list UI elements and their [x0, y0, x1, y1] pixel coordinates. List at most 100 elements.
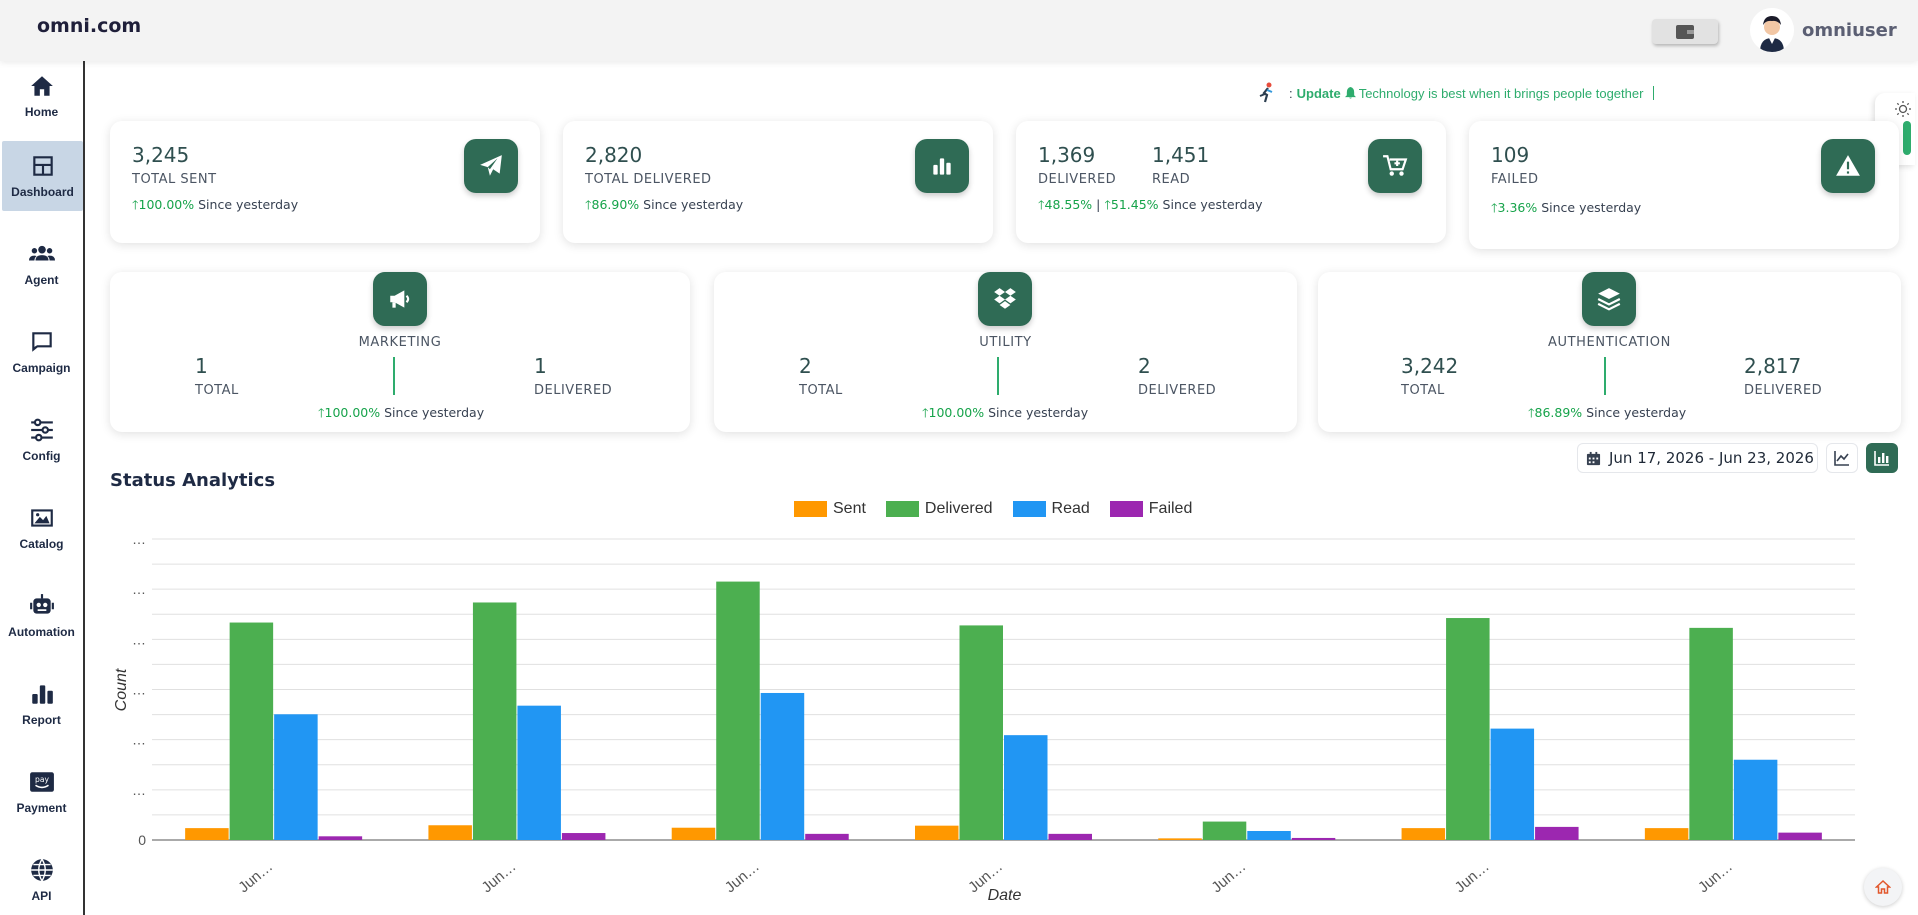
- category-card-utility: UTILITY 2 TOTAL 2 DELIVERED 🡑100.00% Sin…: [714, 272, 1297, 432]
- sidebar-item-home[interactable]: Home: [0, 61, 83, 131]
- wallet-icon: [1676, 24, 1694, 39]
- kpi-change: 🡑86.90% Since yesterday: [585, 197, 744, 212]
- y-tick-label: …: [132, 782, 146, 798]
- robot-icon: [29, 594, 54, 614]
- legend-swatch: [1012, 501, 1046, 517]
- bar-failed: [805, 833, 849, 840]
- legend-item-read[interactable]: Read: [1012, 500, 1090, 518]
- category-change: 🡑100.00% Since yesterday: [318, 405, 485, 420]
- svg-text:pay: pay: [35, 775, 49, 784]
- home-icon: [1875, 879, 1891, 894]
- home-fab-button[interactable]: [1864, 868, 1902, 906]
- category-divider: [1604, 357, 1606, 395]
- bell-icon: [1344, 87, 1356, 99]
- sidebar-item-automation[interactable]: Automation: [0, 581, 83, 651]
- ticker-prefix: :: [1289, 85, 1293, 101]
- ticker-text: Technology is best when it brings people…: [1358, 85, 1644, 101]
- sidebar-item-campaign[interactable]: Campaign: [0, 317, 83, 387]
- category-total-label: TOTAL: [195, 383, 239, 398]
- category-card-authentication: AUTHENTICATION 3,242 TOTAL 2,817 DELIVER…: [1318, 272, 1901, 432]
- kpi-read-value: 1,451: [1152, 143, 1210, 167]
- legend-item-sent[interactable]: Sent: [794, 500, 866, 518]
- bar-chart-icon: [31, 685, 53, 704]
- update-ticker: : Update Technology is best when it brin…: [1255, 80, 1655, 106]
- sidebar-item-api[interactable]: API: [0, 845, 83, 915]
- category-delivered-value: 1: [534, 354, 547, 378]
- legend-item-failed[interactable]: Failed: [1109, 500, 1192, 518]
- bar-delivered: [1689, 627, 1733, 840]
- sidebar-item-catalog[interactable]: Catalog: [0, 493, 83, 563]
- kpi-value: 109: [1491, 143, 1530, 167]
- date-range-picker[interactable]: Jun 17, 2026 - Jun 23, 2026: [1577, 443, 1818, 473]
- x-tick-label: Jun…: [1452, 858, 1493, 896]
- legend-swatch: [794, 501, 827, 517]
- sidebar-item-label: Payment: [16, 801, 67, 815]
- kpi-label: TOTAL DELIVERED: [585, 172, 712, 187]
- username[interactable]: omniuser: [1802, 20, 1897, 41]
- section-title: Status Analytics: [110, 470, 276, 491]
- bar-failed: [1291, 837, 1336, 840]
- bar-sent: [185, 828, 229, 840]
- sidebar-item-label: Catalog: [19, 537, 64, 551]
- sidebar-item-report[interactable]: Report: [0, 669, 83, 739]
- category-icon-box: [978, 272, 1032, 326]
- pay-icon: pay: [29, 772, 54, 792]
- kpi-icon-box: [464, 139, 518, 193]
- category-card-marketing: MARKETING 1 TOTAL 1 DELIVERED 🡑100.00% S…: [110, 272, 690, 432]
- bar-chart-toggle-button[interactable]: [1866, 443, 1898, 473]
- home-icon: [30, 76, 53, 96]
- line-chart-toggle-button[interactable]: [1826, 443, 1858, 473]
- sidebar-item-label: Campaign: [12, 361, 71, 375]
- dropbox-icon: [994, 288, 1016, 309]
- category-total-label: TOTAL: [799, 383, 843, 398]
- brand-logo[interactable]: omni.com: [37, 15, 142, 37]
- bar-delivered: [959, 625, 1003, 840]
- bar-read: [1733, 759, 1778, 840]
- x-axis-label: Date: [988, 887, 1022, 904]
- category-delivered-value: 2,817: [1744, 354, 1802, 378]
- bar-sent: [1644, 828, 1689, 840]
- kpi-card-failed: 109 FAILED 🡑3.36% Since yesterday: [1469, 121, 1899, 249]
- sidebar-item-config[interactable]: Config: [0, 405, 83, 475]
- bar-read: [274, 714, 318, 840]
- bar-delivered: [1202, 821, 1247, 840]
- kpi-delivered-label: DELIVERED: [1038, 172, 1117, 187]
- shopping-cart-icon: [1383, 155, 1408, 176]
- category-delivered-value: 2: [1138, 354, 1151, 378]
- category-total-label: TOTAL: [1401, 383, 1445, 398]
- line-chart-icon: [1834, 451, 1849, 466]
- sidebar-item-label: Agent: [24, 273, 59, 287]
- category-change: 🡑100.00% Since yesterday: [922, 405, 1089, 420]
- sliders-icon: [30, 418, 53, 442]
- sun-icon: [1895, 101, 1911, 117]
- kpi-change: 🡑3.36% Since yesterday: [1491, 200, 1642, 215]
- kpi-value: 2,820: [585, 143, 643, 167]
- sidebar-item-label: Config: [22, 449, 61, 463]
- arrow-up-icon: 🡑: [1104, 197, 1111, 212]
- bar-failed: [1778, 832, 1822, 840]
- bar-delivered: [716, 581, 760, 840]
- category-divider: [997, 357, 999, 395]
- legend-item-delivered[interactable]: Delivered: [885, 500, 993, 518]
- arrow-up-icon: 🡑: [922, 405, 929, 420]
- layers-icon: [1597, 288, 1621, 311]
- running-person-icon: [1259, 82, 1273, 103]
- kpi-value: 3,245: [132, 143, 190, 167]
- sidebar-item-agent[interactable]: Agent: [0, 229, 83, 299]
- y-tick-label: …: [132, 732, 146, 748]
- x-tick-label: Jun…: [479, 858, 520, 896]
- category-total-value: 1: [195, 354, 208, 378]
- kpi-change: 🡑100.00% Since yesterday: [132, 197, 299, 212]
- arrow-up-icon: 🡑: [1038, 197, 1045, 212]
- sidebar-item-payment[interactable]: pay Payment: [0, 757, 83, 827]
- ticker-label: Update: [1296, 85, 1341, 101]
- globe-icon: [30, 858, 53, 882]
- y-tick-label: …: [132, 682, 146, 698]
- sidebar-item-dashboard[interactable]: Dashboard: [2, 141, 83, 211]
- wallet-button[interactable]: [1652, 19, 1718, 44]
- bar-sent: [671, 827, 716, 840]
- avatar[interactable]: [1750, 8, 1794, 52]
- kpi-read-label: READ: [1152, 172, 1191, 187]
- kpi-icon-box: [1821, 139, 1875, 193]
- sidebar-item-label: Report: [22, 713, 61, 727]
